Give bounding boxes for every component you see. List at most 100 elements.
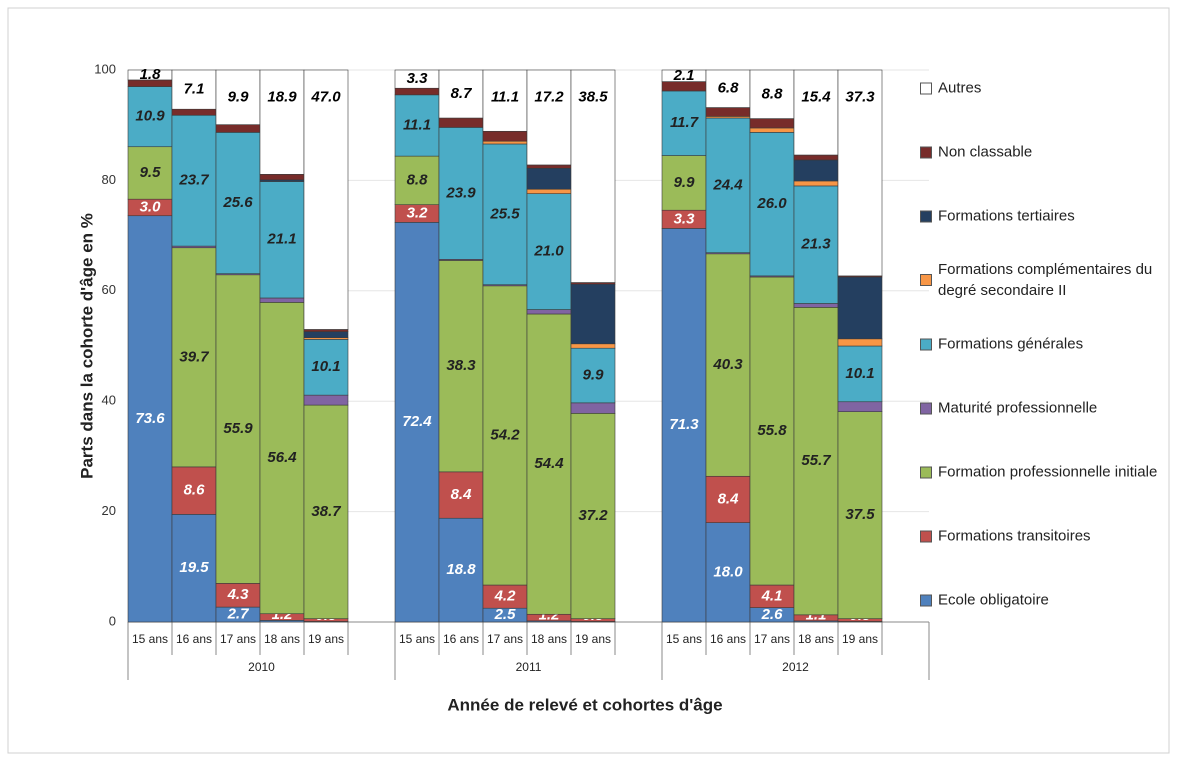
bar-segment: [438, 127, 484, 260]
legend-swatch: [920, 146, 932, 158]
legend-label: Formation professionnelle initiale: [938, 463, 1158, 481]
bar-segment: [215, 132, 261, 274]
bar-segment: [259, 302, 305, 615]
bar-segment: [482, 140, 528, 145]
bar-segment: [526, 193, 572, 310]
bar-segment: [837, 276, 883, 340]
data-label: 18.8: [446, 561, 476, 578]
legend-item: Formations transitoires: [920, 526, 1165, 547]
bar-segment: [570, 347, 616, 404]
bar-segment: [303, 331, 349, 339]
legend-label: Formations générales: [938, 335, 1084, 353]
data-label: 73.6: [135, 410, 165, 427]
legend-item: Non classable: [920, 142, 1165, 163]
bar-segment: [438, 260, 484, 473]
x-tick-label: 18 ans: [798, 632, 834, 646]
legend-label: Maturité professionnelle: [938, 399, 1098, 417]
group-label: 2010: [248, 660, 275, 674]
bar-segment: [482, 285, 528, 586]
data-label: 23.7: [178, 172, 209, 189]
bar-segment: [793, 303, 839, 308]
y-tick-label: 60: [102, 282, 116, 297]
data-label: 4.1: [761, 587, 783, 604]
bar-segment: [793, 185, 839, 304]
legend-swatch: [920, 82, 932, 94]
bar-segment: [215, 274, 261, 584]
data-label: 8.8: [407, 171, 429, 188]
bar-segment: [127, 215, 173, 623]
legend-label: Formations tertiaires: [938, 207, 1075, 225]
bar-segment: [661, 90, 707, 156]
legend-swatch: [920, 402, 932, 414]
bar-segment: [171, 466, 217, 515]
x-axis-title: Année de relevé et cohortes d'âge: [447, 695, 722, 714]
data-label: 37.5: [845, 506, 875, 523]
data-label: 2.5: [494, 606, 517, 623]
bar-segment: [438, 471, 484, 519]
data-label: 11.1: [403, 116, 431, 133]
legend-swatch: [920, 466, 932, 478]
data-label: 9.9: [674, 174, 696, 191]
data-label: 9.9: [228, 88, 250, 105]
x-tick-label: 16 ans: [443, 632, 479, 646]
data-label: 4.2: [494, 588, 517, 605]
bar-segment: [705, 475, 751, 523]
data-label: 21.3: [800, 236, 831, 253]
bar-segment: [303, 69, 349, 330]
data-label: 38.3: [446, 357, 476, 374]
bar-segment: [526, 164, 572, 169]
bar-segment: [661, 228, 707, 623]
bar-segment: [705, 69, 751, 108]
bar-segment: [482, 143, 528, 286]
x-tick-label: 18 ans: [531, 632, 567, 646]
bar-segment: [705, 522, 751, 623]
x-tick-label: 18 ans: [264, 632, 300, 646]
bar-segment: [793, 154, 839, 161]
bar-segment: [749, 276, 795, 586]
data-label: 17.2: [534, 89, 564, 106]
legend-item: Ecole obligatoire: [920, 590, 1165, 611]
data-label: 18.0: [713, 563, 743, 580]
bar-segment: [749, 69, 795, 119]
bar-segment: [526, 69, 572, 166]
x-tick-label: 15 ans: [399, 632, 435, 646]
bar-segment: [526, 167, 572, 190]
data-label: 37.3: [845, 89, 875, 106]
data-label: 8.4: [451, 486, 473, 503]
data-label: 2.6: [761, 606, 784, 623]
data-label: 4.3: [227, 586, 250, 603]
legend-swatch: [920, 338, 932, 350]
data-label: 38.7: [311, 503, 341, 520]
data-label: 9.9: [583, 367, 605, 384]
bar-segment: [215, 124, 261, 133]
x-tick-label: 15 ans: [666, 632, 702, 646]
data-label: 55.8: [757, 422, 787, 439]
data-label: 19.5: [179, 559, 209, 576]
data-label: 54.2: [490, 426, 520, 443]
legend-swatch: [920, 210, 932, 222]
x-tick-label: 17 ans: [220, 632, 256, 646]
data-label: 10.9: [135, 108, 165, 125]
data-label: 38.5: [578, 89, 608, 106]
x-tick-label: 16 ans: [710, 632, 746, 646]
x-tick-label: 17 ans: [487, 632, 523, 646]
y-tick-label: 80: [102, 172, 116, 187]
data-label: 23.9: [445, 184, 476, 201]
data-label: 11.7: [670, 114, 699, 131]
data-label: 11.1: [491, 89, 519, 106]
x-tick-label: 16 ans: [176, 632, 212, 646]
bar-segment: [438, 69, 484, 119]
group-label: 2011: [516, 660, 542, 674]
bar-segment: [394, 87, 440, 96]
bar-segment: [749, 127, 795, 133]
legend-swatch: [920, 594, 932, 606]
bar-segment: [837, 345, 883, 403]
data-label: 55.7: [801, 452, 831, 469]
bar-segment: [127, 86, 173, 148]
data-label: 37.2: [578, 507, 608, 524]
data-label: 24.4: [712, 176, 743, 193]
bar-segment: [837, 69, 883, 277]
data-label: 71.3: [669, 416, 699, 433]
x-tick-label: 17 ans: [754, 632, 790, 646]
